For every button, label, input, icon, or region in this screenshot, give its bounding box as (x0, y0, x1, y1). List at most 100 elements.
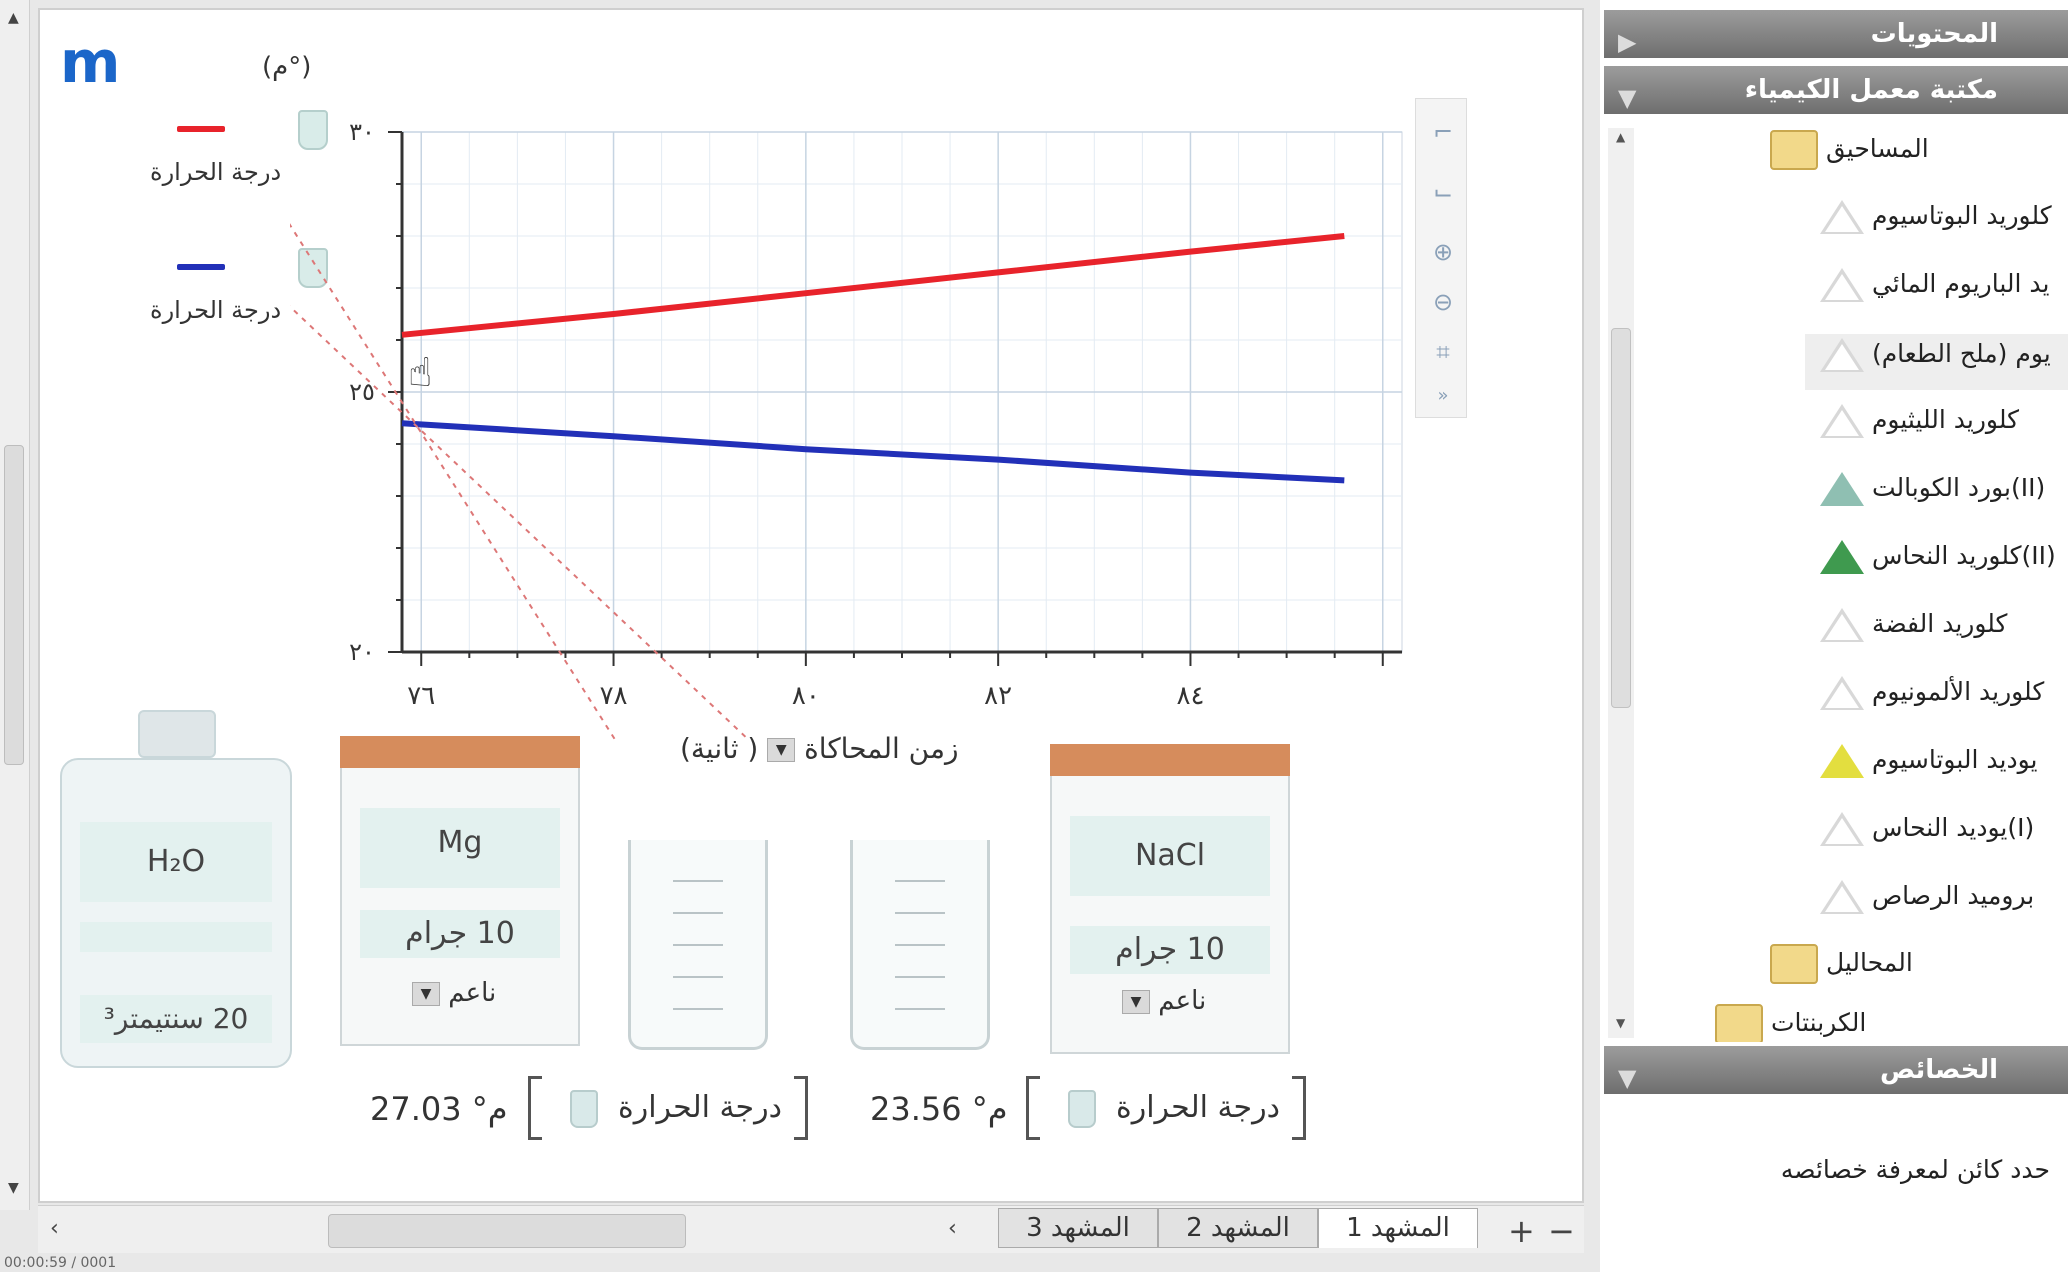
scroll-up-arrow-icon[interactable]: ▲ (8, 10, 19, 26)
chart-tick-labels: ٧٦ ٧٨ ٨٠ ٨٢ ٨٤ ٢٠ ٢٥ ٣٠ (349, 118, 1204, 711)
nacl-formula: NaCl (1070, 816, 1270, 896)
powder-pile-icon (1820, 812, 1864, 846)
scroll-down-arrow-icon[interactable]: ▼ (1616, 1016, 1626, 1030)
x-tick-label: ٧٨ (600, 681, 628, 711)
properties-header-label: الخصائص (1879, 1055, 1998, 1085)
tree-folder-more[interactable]: الكربنتات (1705, 1004, 2005, 1042)
powder-pile-icon (1820, 472, 1864, 506)
scene-tab-bar: ‹ ‹ المشهد 3 المشهد 2 المشهد 1 + − (38, 1205, 1584, 1253)
tree-folder-solutions[interactable]: المحاليل (1760, 944, 2020, 990)
legend-entry-blue[interactable]: درجة الحرارة (110, 248, 328, 348)
tree-folder-powders[interactable]: المساحيق (1760, 130, 2020, 176)
zoom-in-icon[interactable]: ⊕ (1432, 238, 1454, 266)
scroll-right-arrow-icon[interactable]: ‹ (948, 1216, 957, 1241)
beaker-probe-icon (298, 110, 328, 150)
beaker-right[interactable] (850, 840, 990, 1050)
scroll-left-arrow-icon[interactable]: ‹ (50, 1216, 59, 1241)
properties-header[interactable]: ▼ الخصائص (1604, 1046, 2068, 1094)
tree-item-selected[interactable]: يوم (ملح الطعام) (1805, 334, 2068, 390)
beaker-probe-icon (1068, 1090, 1096, 1128)
powder-pile-icon (1820, 744, 1864, 778)
tab-scene-1[interactable]: المشهد 1 (1318, 1208, 1478, 1248)
sim-time-label: زمن المحاكاة (804, 732, 959, 765)
dropdown-value: ناعم (1158, 986, 1207, 1016)
collapse-arrow-icon[interactable]: ▼ (1618, 1064, 1637, 1092)
remove-scene-button[interactable]: − (1548, 1212, 1575, 1250)
tab-scene-2[interactable]: المشهد 2 (1158, 1208, 1318, 1248)
tree-scrollbar-thumb[interactable] (1611, 328, 1631, 708)
expand-arrow-icon[interactable]: ▶ (1618, 28, 1637, 56)
properties-hint: حدد كائن لمعرفة خصائصه (1780, 1155, 2050, 1184)
scrollbar-thumb[interactable] (4, 445, 24, 765)
nacl-form-dropdown[interactable]: ناعم ▼ (1122, 986, 1206, 1016)
chevron-down-icon[interactable]: ▼ (412, 981, 440, 1006)
water-bottle[interactable]: H₂O 20 سنتيمتر³ (60, 758, 292, 1068)
horizontal-scrollbar-thumb[interactable] (328, 1214, 686, 1248)
readout-label: درجة الحرارة (618, 1090, 782, 1125)
crop-icon[interactable]: ⌗ (1436, 338, 1450, 366)
add-scene-button[interactable]: + (1508, 1212, 1535, 1250)
readout-value-1: 27.03 °م (370, 1090, 508, 1128)
temperature-probe-readout-2[interactable]: درجة الحرارة (1026, 1076, 1306, 1140)
autoscale-icon[interactable]: ⌐ (1432, 118, 1454, 146)
chevron-down-icon[interactable]: ▼ (767, 738, 796, 762)
scroll-down-arrow-icon[interactable]: ▼ (8, 1180, 19, 1196)
fit-icon[interactable]: ⌙ (1432, 178, 1454, 206)
legend-entry-red[interactable]: درجة الحرارة (110, 110, 328, 210)
simulation-canvas[interactable]: m (°م) درجة الحرارة درجة الحرارة ٧٦ ٧٨ ٨٠ ٨… (38, 8, 1584, 1203)
temperature-chart[interactable]: ٧٦ ٧٨ ٨٠ ٨٢ ٨٤ ٢٠ ٢٥ ٣٠ ☝ (290, 100, 1410, 740)
tree-item[interactable]: يوديد البوتاسيوم (1810, 744, 2068, 790)
tree-scrollbar[interactable]: ▲ ▼ (1608, 128, 1634, 1038)
zoom-out-icon[interactable]: ⊖ (1432, 288, 1454, 316)
tree-item[interactable]: كلوريد الفضة (1810, 608, 2068, 654)
powder-pile-icon (1820, 268, 1864, 302)
beaker-left[interactable] (628, 840, 768, 1050)
chart-axes (388, 131, 1402, 666)
beaker-probe-icon (570, 1090, 598, 1128)
status-line: 00:00:59 / 0001 (4, 1255, 117, 1271)
collapse-arrow-icon[interactable]: ▼ (1618, 84, 1637, 112)
tree-item[interactable]: كلوريد البوتاسيوم (1810, 200, 2068, 246)
more-tools-icon[interactable]: » (1437, 385, 1449, 406)
powder-pile-icon (1820, 676, 1864, 710)
powder-pile-icon (1820, 404, 1864, 438)
open-folder-icon (1770, 130, 1818, 170)
legend-line-blue (177, 264, 225, 270)
nacl-jar[interactable]: NaCl 10 جرام ناعم ▼ (1050, 744, 1290, 1054)
mg-form-dropdown[interactable]: ناعم ▼ (412, 978, 496, 1008)
contents-header[interactable]: ▶ المحتويات (1604, 10, 2068, 58)
tree-item[interactable]: بورد الكوبالت(II) (1810, 472, 2068, 518)
chevron-down-icon[interactable]: ▼ (1122, 989, 1150, 1014)
temperature-probe-readout-1[interactable]: درجة الحرارة (528, 1076, 808, 1140)
vertical-scrollbar[interactable]: ▲ ▼ (0, 0, 30, 1210)
powder-pile-icon (1820, 200, 1864, 234)
tree-item[interactable]: يد الباريوم المائي (1810, 268, 2068, 314)
y-tick-label: ٣٠ (349, 118, 375, 146)
tree-item[interactable]: بروميد الرصاص (1810, 880, 2068, 926)
powder-pile-icon (1820, 338, 1864, 372)
library-header[interactable]: ▼ مكتبة معمل الكيمياء (1604, 66, 2068, 114)
x-tick-label: ٨٠ (792, 681, 820, 711)
jar-lid (340, 736, 580, 768)
sim-time-control[interactable]: زمن المحاكاة ▼ ( ثانية) (680, 732, 959, 765)
magnesium-jar[interactable]: Mg 10 جرام ناعم ▼ (340, 736, 580, 1046)
water-spacer (80, 922, 272, 952)
probe-link-lines (290, 223, 751, 740)
scroll-up-arrow-icon[interactable]: ▲ (1616, 130, 1626, 144)
tab-scene-3[interactable]: المشهد 3 (998, 1208, 1158, 1248)
mg-formula: Mg (360, 808, 560, 888)
tree-item[interactable]: كلوريد الليثيوم (1810, 404, 2068, 450)
chart-series (401, 233, 1345, 484)
beaker-probe-icon (298, 248, 328, 288)
folder-icon (1715, 1004, 1763, 1042)
powder-pile-icon (1820, 880, 1864, 914)
powder-pile-icon (1820, 608, 1864, 642)
readout-value-2: 23.56 °م (870, 1090, 1008, 1128)
tree-item[interactable]: كلوريد الألمونيوم (1810, 676, 2068, 722)
dropdown-value: ناعم (448, 978, 497, 1008)
tree-item[interactable]: يوديد النحاس(I) (1810, 812, 2068, 858)
app-logo: m (60, 28, 121, 96)
contents-header-label: المحتويات (1870, 19, 1998, 49)
tree-item[interactable]: كلوريد النحاس(II) (1810, 540, 2068, 586)
chart-toolbar: ⌐ ⌙ ⊕ ⊖ ⌗ » (1415, 98, 1467, 418)
